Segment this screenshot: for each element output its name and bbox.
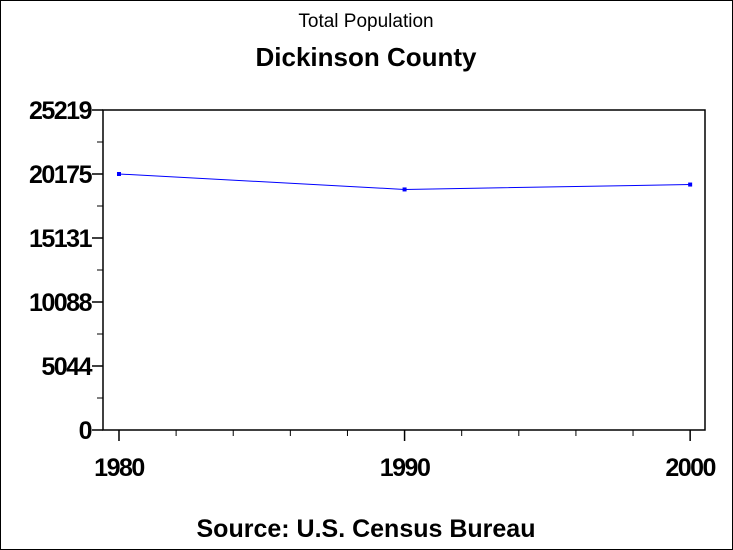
series-line — [118, 173, 691, 190]
y-tick-label: 15131 — [29, 225, 93, 253]
y-tick-label: 25219 — [29, 97, 92, 125]
x-tick-label: 1990 — [380, 454, 430, 482]
data-point — [402, 187, 407, 192]
chart-subtitle: Total Population — [298, 11, 433, 32]
chart-footnote: Source: U.S. Census Bureau — [197, 515, 536, 543]
data-point — [688, 182, 693, 187]
y-tick-label: 0 — [79, 417, 92, 445]
chart-title: Dickinson County — [255, 42, 477, 72]
y-tick-label: 10088 — [29, 289, 93, 317]
plot-area — [102, 109, 706, 431]
y-tick-label: 20175 — [29, 161, 93, 189]
x-tick-label: 2000 — [665, 454, 715, 482]
x-tick-label: 1980 — [94, 454, 144, 482]
y-tick-label: 5044 — [41, 353, 92, 381]
data-point — [116, 172, 121, 177]
